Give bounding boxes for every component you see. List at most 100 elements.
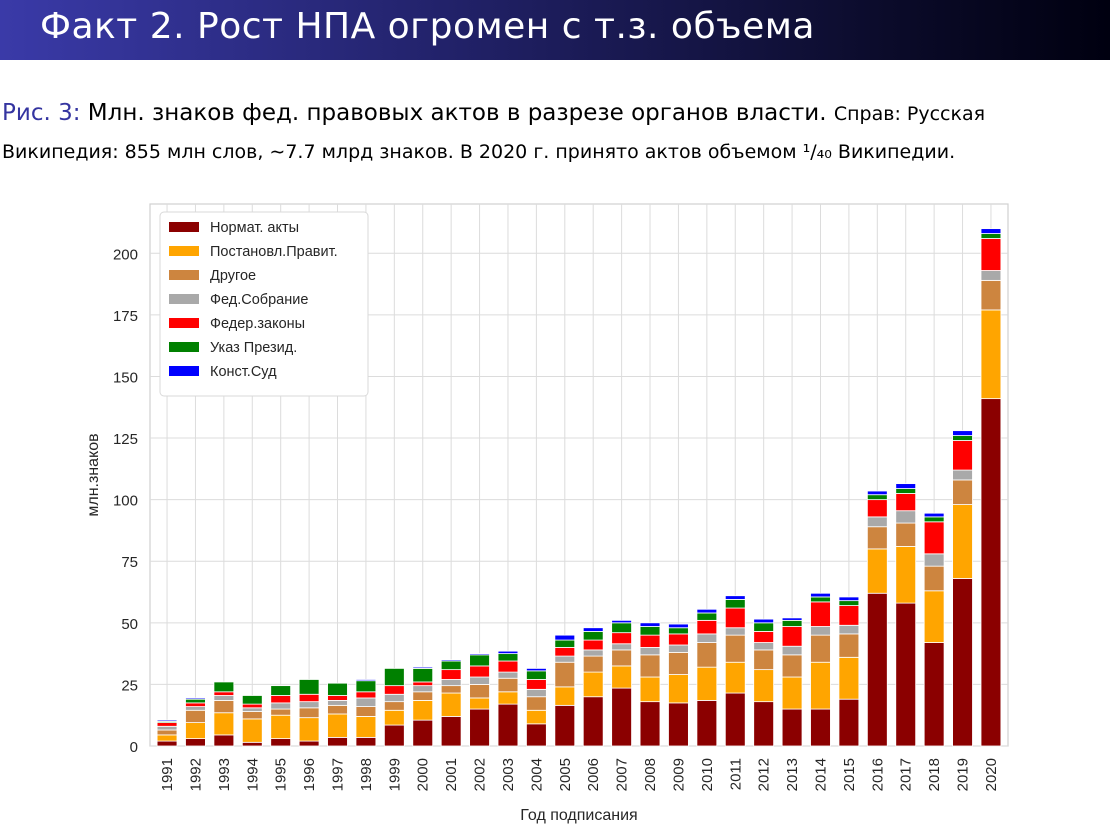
bar-segment bbox=[866, 516, 888, 528]
x-tick-label: 2020 bbox=[983, 758, 1000, 791]
bar-segment bbox=[923, 642, 945, 747]
x-axis-label: Год подписания bbox=[520, 807, 637, 824]
bar-segment bbox=[781, 617, 803, 621]
bar-segment bbox=[980, 233, 1002, 239]
bar-segment bbox=[497, 660, 519, 673]
legend-swatch bbox=[169, 318, 199, 328]
bar-segment bbox=[355, 691, 377, 699]
bar-segment bbox=[810, 708, 831, 747]
bar-segment bbox=[440, 659, 462, 662]
bar-segment bbox=[582, 671, 604, 698]
x-tick-label: 2016 bbox=[869, 758, 886, 791]
bar-segment bbox=[724, 627, 746, 636]
bar-segment bbox=[526, 709, 547, 725]
bar-segment bbox=[440, 679, 462, 687]
bar-segment bbox=[838, 605, 860, 626]
bar-segment bbox=[355, 716, 377, 738]
legend-swatch bbox=[169, 294, 199, 304]
bar-segment bbox=[781, 619, 803, 627]
caption-note-part-1: Справ: Русская bbox=[833, 103, 986, 125]
bar-segment bbox=[895, 510, 917, 524]
bar-segment bbox=[440, 685, 462, 694]
bar-segment bbox=[838, 698, 860, 747]
bar-segment bbox=[611, 632, 632, 645]
bar-segment bbox=[639, 654, 661, 678]
bar-segment bbox=[696, 633, 718, 643]
bar-segment bbox=[554, 639, 576, 648]
bar-segment bbox=[383, 685, 405, 695]
bar-segment bbox=[412, 681, 434, 687]
bar-segment bbox=[980, 279, 1002, 311]
bar-segment bbox=[980, 270, 1002, 281]
bar-segment bbox=[611, 619, 632, 624]
bar-segment bbox=[469, 665, 490, 678]
legend-swatch bbox=[169, 246, 199, 256]
bar-segment bbox=[355, 736, 377, 747]
bar-segment bbox=[383, 701, 405, 711]
bar-segment bbox=[866, 499, 888, 518]
bar-segment bbox=[895, 483, 917, 489]
bar-segment bbox=[497, 677, 519, 693]
bar-segment bbox=[952, 578, 973, 747]
bar-segment bbox=[185, 738, 206, 747]
bar-segment bbox=[582, 696, 604, 747]
x-tick-label: 2002 bbox=[472, 758, 489, 791]
bar-segment bbox=[753, 631, 775, 643]
bar-segment bbox=[724, 607, 746, 629]
bar-segment bbox=[554, 647, 576, 657]
bar-segment bbox=[156, 722, 178, 727]
bar-segment bbox=[440, 716, 462, 747]
y-tick-label: 175 bbox=[113, 308, 138, 325]
legend-swatch bbox=[169, 222, 199, 232]
bar-segment bbox=[241, 711, 263, 720]
x-tick-label: 2012 bbox=[756, 758, 773, 791]
bar-segment bbox=[298, 679, 320, 695]
caption-line-2: Википедия: 855 млн слов, ∼7.7 млрд знако… bbox=[2, 137, 1108, 167]
x-tick-label: 1991 bbox=[159, 758, 176, 791]
bar-segment bbox=[270, 708, 292, 716]
bar-segment bbox=[156, 729, 178, 736]
bar-segment bbox=[838, 633, 860, 658]
bar-segment bbox=[952, 435, 973, 441]
legend-swatch bbox=[169, 366, 199, 376]
bar-segment bbox=[526, 670, 547, 680]
x-tick-label: 1992 bbox=[187, 758, 204, 791]
bar-segment bbox=[327, 682, 348, 696]
bar-segment bbox=[241, 703, 263, 709]
bar-segment bbox=[980, 398, 1002, 747]
bar-segment bbox=[952, 430, 973, 436]
bar-segment bbox=[497, 703, 519, 747]
bar-segment bbox=[412, 667, 434, 683]
bar-segment bbox=[866, 592, 888, 747]
bar-segment bbox=[611, 643, 632, 651]
bar-segment bbox=[724, 634, 746, 663]
bar-segment bbox=[753, 618, 775, 624]
x-tick-label: 1997 bbox=[330, 758, 347, 791]
x-tick-label: 2003 bbox=[500, 758, 517, 791]
bar-segment bbox=[554, 704, 576, 747]
x-tick-label: 1996 bbox=[301, 758, 318, 791]
bar-segment bbox=[980, 228, 1002, 234]
bar-segment bbox=[866, 526, 888, 550]
bar-segment bbox=[241, 741, 263, 747]
bar-segment bbox=[611, 649, 632, 667]
bar-segment bbox=[923, 521, 945, 555]
bar-segment bbox=[611, 687, 632, 747]
x-tick-label: 2004 bbox=[528, 758, 545, 791]
y-tick-label: 75 bbox=[121, 554, 138, 571]
bar-segment bbox=[810, 626, 831, 636]
bar-segment bbox=[923, 516, 945, 523]
x-tick-label: 1995 bbox=[273, 758, 290, 791]
bar-segment bbox=[866, 548, 888, 594]
x-tick-label: 2009 bbox=[670, 758, 687, 791]
slide-title: Факт 2. Рост НПА огромен с т.з. объема bbox=[40, 6, 815, 47]
bar-segment bbox=[753, 622, 775, 632]
bar-segment bbox=[781, 654, 803, 678]
bar-segment bbox=[895, 546, 917, 604]
bar-segment bbox=[639, 701, 661, 747]
bar-segment bbox=[241, 695, 263, 705]
bar-segment bbox=[327, 736, 348, 747]
x-tick-label: 2013 bbox=[784, 758, 801, 791]
bar-segment bbox=[241, 718, 263, 743]
bar-segment bbox=[923, 565, 945, 592]
